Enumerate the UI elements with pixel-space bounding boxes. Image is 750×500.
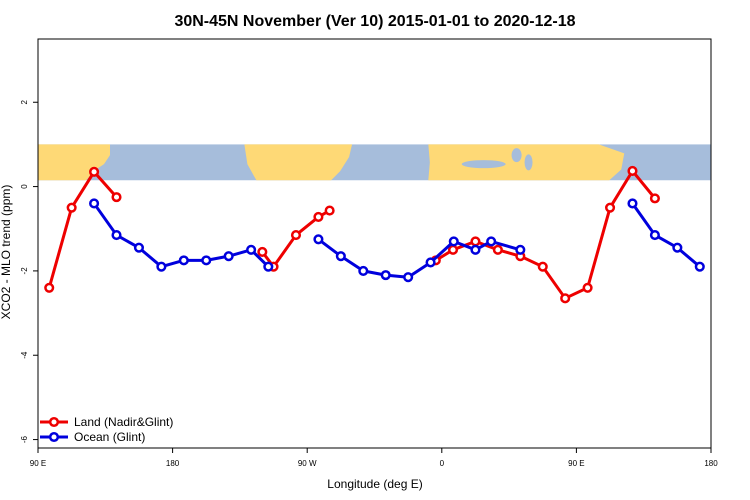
y-axis-label: XCO2 - MLO trend (ppm) — [0, 185, 13, 320]
data-point-ocean — [403, 272, 414, 283]
data-point-ocean — [694, 261, 705, 272]
data-point-ocean — [672, 242, 683, 253]
data-point-land — [44, 282, 55, 293]
data-point-ocean — [627, 198, 638, 209]
x-axis-label: Longitude (deg E) — [327, 477, 422, 491]
series-line-land — [47, 170, 118, 289]
world-map-band — [38, 144, 711, 181]
data-point-ocean — [486, 236, 497, 247]
x-tick-label: 180 — [166, 459, 180, 468]
data-point-ocean — [201, 255, 212, 266]
data-point-land — [324, 205, 335, 216]
data-point-land — [447, 244, 459, 255]
y-tick-label: -6 — [20, 435, 29, 443]
legend-swatch-land-marker — [48, 416, 60, 428]
map-caspian-sea — [524, 154, 533, 171]
data-point-ocean — [223, 251, 234, 262]
legend: Land (Nadir&Glint) Ocean (Glint) — [40, 415, 173, 444]
y-axis: 2 0 -2 -4 -6 — [20, 99, 38, 443]
data-point-ocean — [111, 230, 122, 241]
data-point-ocean — [649, 230, 660, 241]
x-tick-label: 90 E — [30, 459, 46, 468]
data-point-ocean — [178, 255, 189, 266]
plot-area: 90 E 180 90 W 0 90 E 180 2 0 -2 -4 -6 — [20, 38, 718, 468]
data-point-ocean — [313, 234, 324, 245]
legend-item-ocean: Ocean (Glint) — [40, 430, 145, 444]
data-point-ocean — [156, 261, 167, 272]
x-tick-label: 180 — [704, 459, 718, 468]
data-point-ocean — [448, 236, 459, 247]
legend-item-land: Land (Nadir&Glint) — [40, 415, 173, 429]
data-point-land — [605, 202, 616, 213]
data-point-land — [649, 193, 660, 204]
data-point-ocean — [425, 257, 436, 268]
map-land-2 — [244, 144, 353, 181]
data-point-land — [66, 202, 77, 213]
series-ocean — [89, 198, 705, 283]
data-point-land — [313, 211, 324, 222]
data-point-land — [257, 246, 268, 257]
x-tick-label: 90 E — [568, 459, 584, 468]
data-point-ocean — [335, 251, 346, 262]
data-point-land — [89, 166, 100, 177]
series-line-ocean — [317, 238, 521, 279]
x-tick-label: 90 W — [298, 459, 317, 468]
map-mediterranean — [461, 160, 506, 169]
y-tick-label: -4 — [20, 351, 29, 359]
plot-frame — [37, 38, 712, 449]
data-point-ocean — [358, 265, 369, 276]
data-point-ocean — [133, 242, 144, 253]
data-point-land — [290, 230, 302, 241]
data-point-land — [537, 261, 548, 272]
data-point-ocean — [470, 244, 481, 255]
y-tick-label: 2 — [20, 99, 29, 104]
data-point-land — [111, 192, 122, 203]
y-tick-label: -2 — [20, 267, 29, 275]
x-tick-label: 0 — [440, 459, 445, 468]
legend-label-land: Land (Nadir&Glint) — [74, 415, 173, 429]
legend-label-ocean: Ocean (Glint) — [74, 430, 145, 444]
data-point-ocean — [263, 261, 274, 272]
data-point-ocean — [380, 270, 391, 281]
data-point-ocean — [246, 244, 257, 255]
x-axis: 90 E 180 90 W 0 90 E 180 — [30, 448, 718, 468]
data-point-land — [627, 165, 638, 177]
series-line-ocean — [631, 202, 701, 268]
data-point-ocean — [515, 244, 526, 255]
data-point-land — [560, 293, 571, 304]
data-point-land — [582, 282, 593, 293]
map-black-sea — [511, 148, 522, 163]
chart-title: 30N-45N November (Ver 10) 2015-01-01 to … — [174, 13, 575, 30]
data-point-ocean — [89, 198, 100, 209]
series-layer — [44, 165, 705, 304]
legend-swatch-ocean-marker — [48, 431, 60, 443]
data-point-land — [492, 244, 503, 255]
series-land — [44, 165, 660, 304]
y-tick-label: 0 — [20, 184, 29, 189]
data-point-land — [470, 236, 481, 247]
series-line-land — [435, 169, 657, 300]
